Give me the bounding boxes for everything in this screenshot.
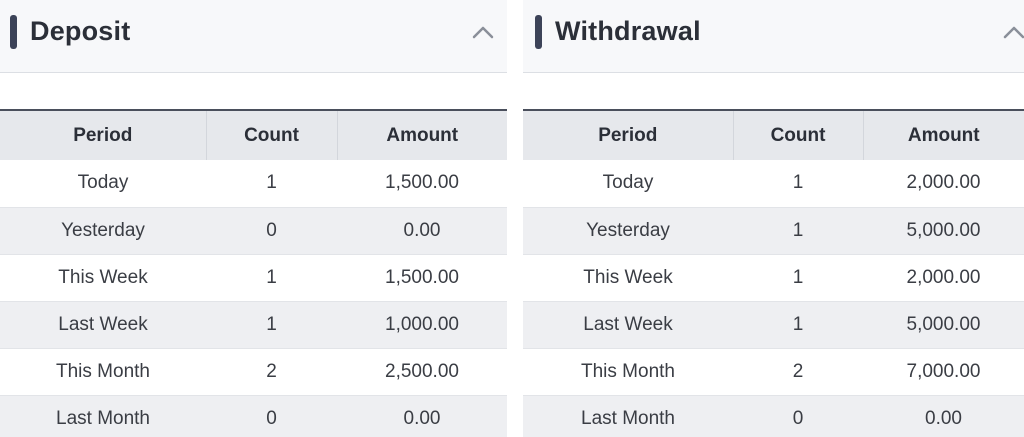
period-cell: This Week (523, 254, 733, 302)
table-row: Yesterday 0 0.00 (0, 207, 507, 255)
count-cell: 1 (733, 160, 863, 208)
count-cell: 1 (733, 254, 863, 302)
withdrawal-panel: Withdrawal Period Count Amount (523, 0, 1024, 437)
amount-cell: 1,000.00 (337, 301, 507, 349)
deposit-collapse-button[interactable] (469, 20, 497, 44)
period-cell: Yesterday (0, 207, 206, 255)
count-cell: 1 (206, 301, 337, 349)
withdrawal-collapse-button[interactable] (1000, 20, 1024, 44)
count-cell: 1 (206, 254, 337, 302)
period-cell: Today (523, 160, 733, 208)
period-cell: Last Month (523, 395, 733, 437)
count-cell: 2 (206, 348, 337, 396)
amount-cell: 5,000.00 (863, 301, 1024, 349)
chevron-up-icon (1003, 26, 1024, 39)
period-cell: This Month (523, 348, 733, 396)
amount-cell: 0.00 (337, 395, 507, 437)
table-row: This Week 1 1,500.00 (0, 254, 507, 302)
table-row: This Month 2 7,000.00 (523, 348, 1024, 396)
deposit-panel: Deposit Period Count Amount (0, 0, 507, 437)
amount-cell: 2,000.00 (863, 160, 1024, 208)
table-row: Yesterday 1 5,000.00 (523, 207, 1024, 255)
column-header-period[interactable]: Period (0, 110, 207, 160)
table-row: This Week 1 2,000.00 (523, 254, 1024, 302)
amount-cell: 7,000.00 (863, 348, 1024, 396)
period-cell: Last Week (0, 301, 206, 349)
table-row: Last Month 0 0.00 (0, 395, 507, 437)
deposit-panel-header: Deposit (0, 0, 507, 73)
withdrawal-title: Withdrawal (555, 16, 701, 46)
deposit-table-wrap: Period Count Amount Today 1 1,500.00 Yes… (0, 109, 507, 437)
table-row: Last Month 0 0.00 (523, 395, 1024, 437)
table-row: This Month 2 2,500.00 (0, 348, 507, 396)
amount-cell: 1,500.00 (337, 254, 507, 302)
accent-bar (535, 15, 542, 49)
amount-cell: 0.00 (337, 207, 507, 255)
deposit-table: Period Count Amount Today 1 1,500.00 Yes… (0, 109, 507, 437)
period-cell: Last Week (523, 301, 733, 349)
period-cell: This Month (0, 348, 206, 396)
table-row: Last Week 1 5,000.00 (523, 301, 1024, 349)
period-cell: Yesterday (523, 207, 733, 255)
period-cell: This Week (0, 254, 206, 302)
count-cell: 1 (733, 207, 863, 255)
table-header-row: Period Count Amount (523, 110, 1024, 160)
column-header-amount[interactable]: Amount (386, 124, 459, 146)
count-cell: 2 (733, 348, 863, 396)
column-header-count[interactable]: Count (206, 110, 338, 160)
amount-cell: 5,000.00 (863, 207, 1024, 255)
deposit-title: Deposit (30, 16, 131, 46)
count-cell: 0 (733, 395, 863, 437)
chevron-up-icon (472, 26, 494, 39)
table-header-row: Period Count Amount (0, 110, 507, 160)
withdrawal-panel-header: Withdrawal (523, 0, 1024, 73)
count-cell: 1 (206, 160, 337, 208)
amount-cell: 2,000.00 (863, 254, 1024, 302)
period-cell: Last Month (0, 395, 206, 437)
amount-cell: 2,500.00 (337, 348, 507, 396)
table-row: Today 1 1,500.00 (0, 160, 507, 208)
period-cell: Today (0, 160, 206, 208)
withdrawal-table-wrap: Period Count Amount Today 1 2,000.00 Yes… (523, 109, 1024, 437)
count-cell: 0 (206, 207, 337, 255)
count-cell: 0 (206, 395, 337, 437)
amount-cell: 0.00 (863, 395, 1024, 437)
column-header-amount[interactable]: Amount (907, 124, 980, 146)
amount-cell: 1,500.00 (337, 160, 507, 208)
column-header-count[interactable]: Count (733, 110, 864, 160)
accent-bar (10, 15, 17, 49)
column-header-period[interactable]: Period (523, 110, 734, 160)
withdrawal-table: Period Count Amount Today 1 2,000.00 Yes… (523, 109, 1024, 437)
table-row: Today 1 2,000.00 (523, 160, 1024, 208)
table-row: Last Week 1 1,000.00 (0, 301, 507, 349)
count-cell: 1 (733, 301, 863, 349)
